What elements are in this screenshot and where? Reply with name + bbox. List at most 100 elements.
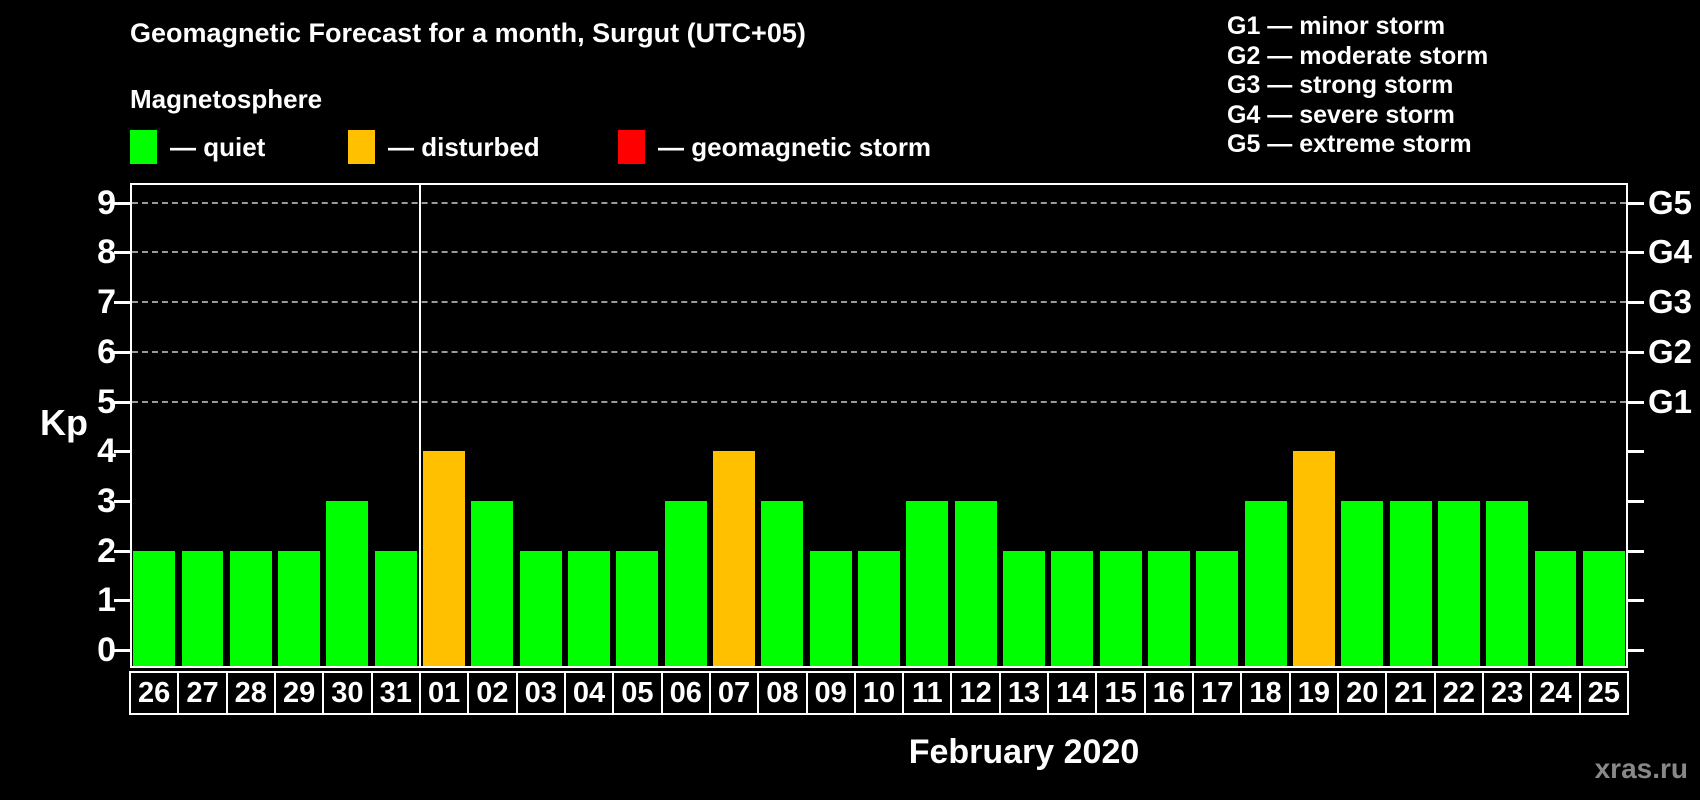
bar-day-16 [1147, 550, 1190, 666]
quiet-color-swatch [130, 130, 157, 164]
legend-label-storm: — geomagnetic storm [658, 131, 932, 162]
bar-day-24 [1534, 550, 1577, 666]
y-tick-label-6: 6 [97, 332, 116, 371]
bar-day-05 [616, 550, 659, 666]
y-tick-label-0: 0 [97, 631, 116, 669]
bar-day-25 [1582, 550, 1625, 666]
y-tick-left-3 [114, 499, 130, 503]
y-tick-right-8 [1628, 251, 1644, 255]
y-tick-left-9 [114, 201, 130, 205]
day-label-17: 17 [1192, 671, 1243, 715]
gridline-kp-6 [132, 350, 1626, 353]
kp-axis-title: Kp [40, 402, 88, 443]
y-tick-left-2 [114, 549, 130, 553]
chart-title: Geomagnetic Forecast for a month, Surgut… [130, 18, 806, 48]
storm-color-swatch [618, 130, 645, 164]
day-label-09: 09 [805, 671, 856, 715]
bar-day-12 [954, 500, 997, 666]
y-tick-label-5: 5 [97, 382, 116, 421]
gridline-kp-9 [132, 201, 1626, 204]
disturbed-color-swatch [348, 130, 375, 164]
bar-day-29 [278, 550, 321, 666]
day-label-28: 28 [225, 671, 276, 715]
day-label-21: 21 [1385, 671, 1436, 715]
bar-day-03 [519, 550, 562, 666]
bar-day-09 [809, 550, 852, 666]
bar-day-01 [423, 451, 466, 666]
bar-day-26 [133, 550, 176, 666]
y-tick-label-4: 4 [97, 432, 116, 471]
bar-day-04 [568, 550, 611, 666]
day-label-14: 14 [1047, 671, 1098, 715]
gridline-kp-8 [132, 251, 1626, 254]
day-label-15: 15 [1095, 671, 1146, 715]
bar-day-13 [1003, 550, 1045, 666]
y-tick-right-4 [1628, 450, 1644, 454]
day-label-30: 30 [322, 671, 373, 715]
day-label-02: 02 [467, 671, 518, 715]
y-tick-label-2: 2 [97, 531, 116, 570]
y-tick-left-5 [114, 400, 130, 404]
day-label-29: 29 [273, 671, 325, 715]
bar-day-18 [1244, 500, 1287, 666]
legend-item-disturbed: — disturbed [348, 130, 540, 164]
bar-day-27 [181, 550, 224, 666]
day-label-11: 11 [902, 671, 953, 715]
day-label-31: 31 [370, 671, 421, 715]
bar-day-22 [1437, 500, 1480, 666]
magnetosphere-label: Magnetosphere [130, 84, 323, 114]
day-label-01: 01 [418, 671, 470, 715]
y-tick-right-2 [1628, 549, 1644, 553]
y-tick-right-0 [1628, 649, 1644, 652]
bar-day-28 [229, 550, 272, 666]
bar-day-10 [858, 550, 900, 666]
day-label-27: 27 [177, 671, 228, 715]
y-tick-left-4 [114, 450, 130, 454]
y-tick-right-1 [1628, 599, 1644, 603]
bar-day-11 [906, 500, 949, 666]
storm-scale-g4: G4 — severe storm [1227, 100, 1455, 129]
day-label-24: 24 [1530, 671, 1581, 715]
day-label-06: 06 [660, 671, 711, 715]
storm-scale-g1: G1 — minor storm [1227, 12, 1446, 40]
bar-day-20 [1341, 500, 1384, 666]
y-tick-label-1: 1 [97, 581, 116, 620]
bar-day-23 [1486, 500, 1529, 666]
month-label: February 2020 [908, 733, 1140, 771]
g-axis-label-g1: G1 [1648, 382, 1693, 420]
y-tick-right-3 [1628, 499, 1644, 503]
day-label-13: 13 [998, 671, 1050, 715]
bar-day-02 [471, 500, 514, 666]
bar-day-08 [761, 500, 804, 666]
storm-scale-legend: G1 — minor storm G2 — moderate storm G3 … [1227, 12, 1488, 160]
y-tick-label-7: 7 [97, 283, 116, 322]
g-axis-label-g3: G3 [1648, 283, 1693, 321]
bar-day-07 [713, 451, 755, 666]
y-tick-left-6 [114, 350, 130, 354]
day-label-22: 22 [1433, 671, 1485, 715]
legend-label-disturbed: — disturbed [388, 131, 540, 162]
day-label-10: 10 [853, 671, 905, 715]
bar-day-19 [1292, 451, 1335, 666]
bar-day-14 [1051, 550, 1094, 666]
y-tick-right-7 [1628, 301, 1644, 305]
gridline-kp-7 [132, 301, 1626, 304]
legend-item-storm: — geomagnetic storm [618, 130, 931, 164]
y-tick-left-7 [114, 301, 130, 305]
day-label-19: 19 [1288, 671, 1340, 715]
y-tick-right-5 [1628, 400, 1644, 404]
bar-day-17 [1196, 550, 1239, 666]
day-label-23: 23 [1482, 671, 1533, 715]
day-label-26: 26 [129, 671, 180, 715]
day-label-18: 18 [1240, 671, 1291, 715]
y-tick-left-0 [114, 649, 130, 652]
g-axis-label-g5: G5 [1648, 183, 1693, 221]
day-label-04: 04 [563, 671, 615, 715]
bar-day-21 [1389, 500, 1432, 666]
plot-area [130, 183, 1628, 668]
bar-day-31 [374, 550, 417, 666]
g-axis-label-g4: G4 [1648, 233, 1693, 271]
storm-scale-g5: G5 — extreme storm [1227, 130, 1472, 158]
y-tick-left-1 [114, 599, 130, 603]
